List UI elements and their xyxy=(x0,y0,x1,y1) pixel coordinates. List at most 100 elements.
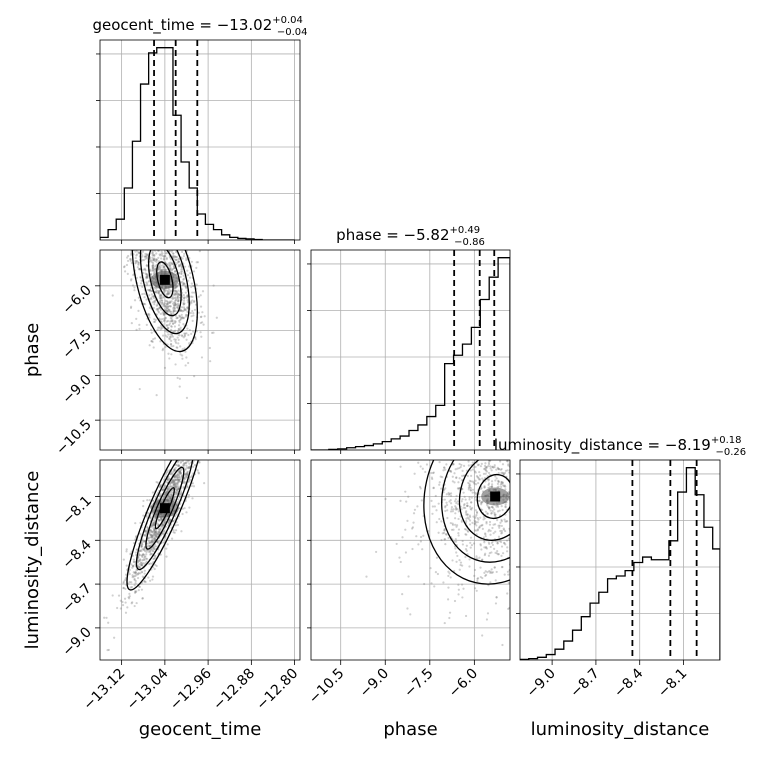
sample-point xyxy=(474,471,477,474)
sample-point xyxy=(179,316,182,319)
sample-point xyxy=(131,601,134,604)
sample-point xyxy=(501,471,504,474)
sample-point xyxy=(178,293,181,296)
sample-point xyxy=(187,265,191,268)
sample-point xyxy=(471,491,474,494)
sample-point xyxy=(193,299,196,303)
sample-point xyxy=(451,523,455,526)
sample-point xyxy=(154,250,157,252)
sample-point xyxy=(493,464,496,467)
sample-point xyxy=(156,228,158,230)
sample-point xyxy=(203,482,206,485)
sample-point xyxy=(467,530,470,533)
sample-point xyxy=(167,202,169,204)
sample-point xyxy=(457,588,460,591)
sample-point xyxy=(113,636,116,639)
sample-point xyxy=(182,316,185,319)
sample-point xyxy=(150,244,152,246)
sample-point xyxy=(159,269,163,272)
sample-point xyxy=(490,469,493,472)
sample-point xyxy=(499,483,502,486)
sample-point xyxy=(515,482,517,484)
sample-point xyxy=(175,475,178,478)
sample-point xyxy=(176,473,179,477)
sample-point xyxy=(162,268,165,271)
sample-point xyxy=(193,291,196,294)
sample-point xyxy=(474,465,477,469)
sample-point xyxy=(449,492,453,495)
sample-point xyxy=(483,467,487,470)
sample-point xyxy=(162,319,166,322)
xlabel-geocent_time: geocent_time xyxy=(139,719,262,740)
sample-point xyxy=(165,547,168,550)
sample-point xyxy=(150,541,153,544)
sample-point xyxy=(541,487,543,489)
sample-point xyxy=(462,441,464,443)
sample-point xyxy=(479,575,482,579)
sample-point xyxy=(489,378,491,380)
sample-point xyxy=(464,511,468,514)
sample-point xyxy=(462,464,466,467)
sample-point xyxy=(162,532,165,535)
sample-point xyxy=(126,272,129,276)
sample-point xyxy=(208,346,211,350)
sample-point xyxy=(177,473,180,476)
sample-point xyxy=(141,246,143,248)
sample-point xyxy=(488,460,491,463)
sample-point xyxy=(186,434,188,436)
sample-point xyxy=(469,541,472,544)
sample-point xyxy=(189,418,191,420)
sample-point xyxy=(135,276,138,279)
sample-point xyxy=(211,331,214,335)
sample-point xyxy=(487,506,491,509)
sample-point xyxy=(175,438,177,440)
sample-point xyxy=(555,483,557,485)
sample-point xyxy=(164,252,167,255)
sample-point xyxy=(140,243,142,245)
sample-point xyxy=(162,258,165,261)
sample-point xyxy=(140,244,142,246)
sample-point xyxy=(536,563,538,565)
sample-point xyxy=(163,518,167,521)
sample-point xyxy=(187,232,189,234)
sample-point xyxy=(143,546,146,549)
sample-point xyxy=(474,587,477,590)
sample-point xyxy=(192,465,195,468)
sample-point xyxy=(449,576,452,579)
sample-point xyxy=(506,469,509,472)
sample-point xyxy=(500,505,503,508)
sample-point xyxy=(445,463,448,466)
sample-point xyxy=(387,436,389,438)
sample-point xyxy=(457,510,460,513)
sample-point xyxy=(543,551,545,553)
sample-point xyxy=(170,269,174,272)
sample-point xyxy=(168,242,170,244)
sample-point xyxy=(161,301,164,304)
sample-point xyxy=(156,481,159,484)
sample-point xyxy=(135,569,138,572)
sample-point xyxy=(171,297,174,300)
ytick-label-phase: −9.0 xyxy=(59,372,94,407)
sample-point xyxy=(154,244,156,246)
sample-point xyxy=(129,553,132,556)
sample-point xyxy=(478,556,481,559)
sample-point xyxy=(164,308,168,311)
sample-point xyxy=(216,395,218,397)
sample-point xyxy=(151,540,154,543)
sample-point xyxy=(399,499,402,502)
sample-point xyxy=(157,243,159,245)
sample-point xyxy=(129,306,133,310)
sample-point xyxy=(143,558,146,562)
sample-point xyxy=(447,491,450,495)
sample-point xyxy=(172,308,175,311)
sample-point xyxy=(152,522,155,525)
contour-2 xyxy=(441,460,510,563)
sample-point xyxy=(187,465,190,469)
sample-point xyxy=(182,303,185,306)
sample-point xyxy=(496,510,500,513)
sample-point xyxy=(148,316,151,319)
sample-point xyxy=(155,260,158,263)
xtick-label-geocent_time: −12.96 xyxy=(167,665,215,713)
sample-point xyxy=(156,235,158,237)
sample-point xyxy=(165,252,168,255)
